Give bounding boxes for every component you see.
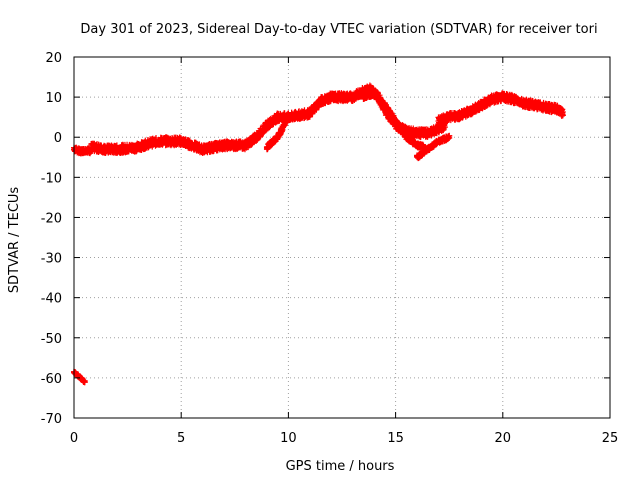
y-tick-label: 10	[45, 91, 62, 106]
x-tick-label: 0	[70, 431, 78, 446]
data-point	[291, 112, 298, 119]
y-axis-label: SDTVAR / TECUs	[7, 187, 22, 294]
y-tick-label: -70	[41, 412, 62, 427]
x-tick-label: 25	[602, 431, 619, 446]
y-tick-label: -30	[41, 252, 62, 267]
x-axis-label: GPS time / hours	[286, 459, 395, 474]
y-tick-label: 0	[54, 131, 62, 146]
y-tick-label: -10	[41, 171, 62, 186]
series-segment-g	[435, 90, 566, 128]
x-tick-label: 20	[495, 431, 512, 446]
x-tick-label: 15	[387, 431, 404, 446]
y-tick-label: 20	[45, 51, 62, 66]
plot-frame	[73, 56, 611, 419]
series-segment-f	[414, 132, 453, 162]
data-point	[559, 112, 566, 119]
y-tick-label: -40	[41, 292, 62, 307]
chart-title: Day 301 of 2023, Sidereal Day-to-day VTE…	[80, 22, 597, 37]
x-tick-label: 10	[280, 431, 297, 446]
x-tick-label: 5	[177, 431, 185, 446]
data-point	[446, 135, 453, 142]
data-point	[81, 379, 88, 386]
series-segment-d	[263, 112, 298, 153]
series-segment-e	[360, 87, 427, 152]
y-tick-label: -50	[41, 332, 62, 347]
axis-ticks: 0 5 10 15 20 25 20 10 0 -10 -20 -30 -40 -50 -60 -70	[41, 51, 619, 446]
y-tick-label: -60	[41, 372, 62, 387]
y-tick-label: -20	[41, 211, 62, 226]
